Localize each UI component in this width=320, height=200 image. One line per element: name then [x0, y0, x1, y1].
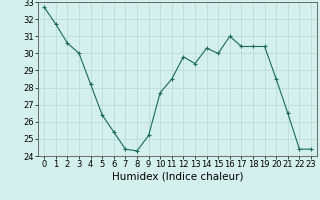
X-axis label: Humidex (Indice chaleur): Humidex (Indice chaleur) — [112, 172, 243, 182]
